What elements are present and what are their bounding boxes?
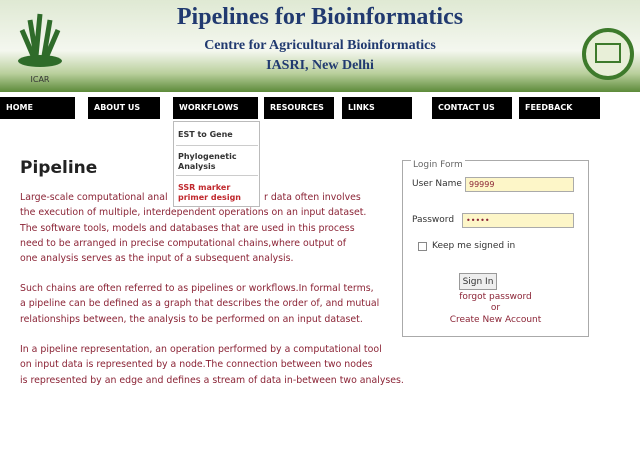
site-title: Pipelines for Bioinformatics bbox=[0, 4, 640, 31]
paragraph-line: need to be arranged in precise computati… bbox=[20, 238, 346, 249]
login-form: Login Form User Name 99999 Password ••••… bbox=[402, 160, 589, 337]
separator bbox=[176, 175, 258, 176]
nav-link[interactable]: LINKS bbox=[342, 97, 412, 119]
iasri-logo bbox=[582, 26, 634, 82]
forgot-link[interactable]: forgot password bbox=[403, 292, 588, 302]
nav-link[interactable]: RESOURCES bbox=[264, 97, 334, 119]
page: ICAR Pipelines for Bioinformatics Centre… bbox=[0, 0, 640, 459]
paragraph-line: relationships between, the analysis to b… bbox=[20, 314, 363, 325]
username-input[interactable]: 99999 bbox=[465, 177, 574, 192]
menu-item[interactable]: EST to Gene bbox=[178, 130, 258, 140]
nav-link[interactable]: HOME bbox=[0, 97, 75, 119]
password-label: Password bbox=[412, 215, 454, 225]
paragraph-line: In a pipeline representation, an operati… bbox=[20, 344, 382, 355]
or-text: or bbox=[403, 303, 588, 313]
site-subtitle: Centre for Agricultural Bioinformatics bbox=[0, 38, 640, 54]
checkbox[interactable] bbox=[418, 242, 427, 251]
paragraph-line: r data often involves bbox=[264, 192, 361, 203]
remember-label: Keep me signed in bbox=[432, 241, 515, 251]
dropdown-menu: EST to Gene Phylogenetic Analysis SSR ma… bbox=[173, 121, 260, 207]
paragraph-line: The software tools, models and databases… bbox=[20, 223, 355, 234]
nav-link[interactable]: FEEDBACK bbox=[519, 97, 600, 119]
nav-link[interactable]: CONTACT US bbox=[432, 97, 512, 119]
paragraph-line: one analysis serves as the input of a su… bbox=[20, 253, 294, 264]
username-label: User Name bbox=[412, 179, 462, 189]
sign-in-button[interactable]: Sign In bbox=[459, 273, 497, 290]
site-location: IASRI, New Delhi bbox=[0, 58, 640, 74]
password-input[interactable]: ••••• bbox=[462, 213, 574, 228]
menu-item[interactable]: Phylogenetic Analysis bbox=[178, 152, 258, 172]
separator bbox=[176, 145, 258, 146]
page-heading: Pipeline bbox=[20, 158, 97, 178]
paragraph-line: is represented by an edge and defines a … bbox=[20, 375, 404, 386]
header: ICAR Pipelines for Bioinformatics Centre… bbox=[0, 0, 640, 92]
create-account-link[interactable]: Create New Account bbox=[403, 315, 588, 325]
paragraph-line: a pipeline can be defined as a graph tha… bbox=[20, 298, 379, 309]
paragraph-line: on input data is represented by a node.T… bbox=[20, 359, 373, 370]
paragraph-line: Such chains are often referred to as pip… bbox=[20, 283, 374, 294]
paragraph-line: the execution of multiple, interdependen… bbox=[20, 207, 366, 218]
logo-text: ICAR bbox=[31, 75, 50, 84]
nav-link[interactable]: WORKFLOWS bbox=[173, 97, 258, 119]
legend: Login Form bbox=[411, 160, 465, 170]
paragraph-line: Large-scale computational anal bbox=[20, 192, 168, 203]
menu-item[interactable]: SSR marker primer design bbox=[178, 183, 258, 203]
nav-link[interactable]: ABOUT US bbox=[88, 97, 160, 119]
